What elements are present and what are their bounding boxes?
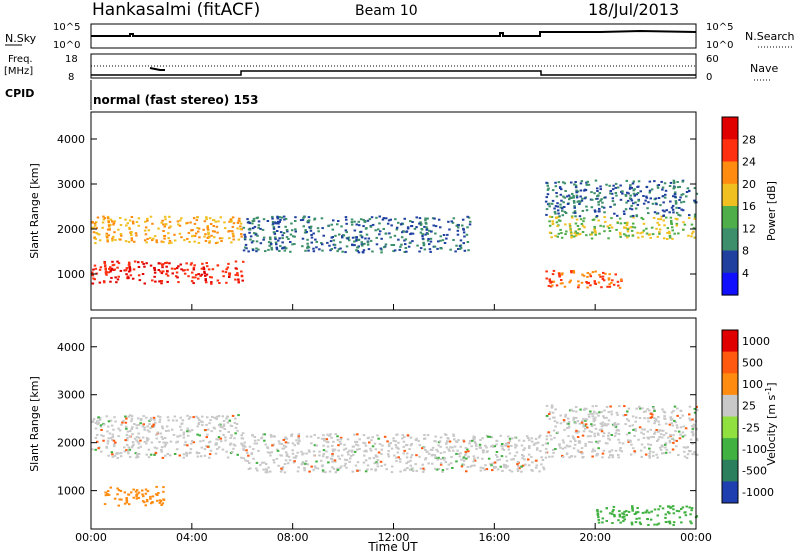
colorbar-tick-5: 24 <box>742 156 756 169</box>
colorbar-swatch-1 <box>722 139 738 163</box>
colorbar-tick-6: 28 <box>742 133 756 146</box>
noise-right-tick-bottom: 10^0 <box>706 40 733 51</box>
colorbar-swatch-6 <box>722 250 738 274</box>
band-1 <box>242 433 548 474</box>
colorbar-swatch-1 <box>722 351 738 374</box>
ytick-label-1: 2000 <box>57 437 85 450</box>
freq-right-tick-top: 60 <box>706 54 719 65</box>
ytick-label-2: 3000 <box>57 178 85 191</box>
colorbar-swatch-0 <box>722 330 738 353</box>
xtick-label-5: 20:00 <box>579 531 611 544</box>
colorbar-tick-0: 1000 <box>742 335 770 348</box>
ytick-label-1: 2000 <box>57 223 85 236</box>
colorbar-tick-5: -100 <box>742 443 767 456</box>
colorbar-tick-4: 20 <box>742 178 756 191</box>
xtick-label-0: 00:00 <box>75 531 107 544</box>
noise-panel: N.Sky 10^5 10^0 10^5 10^0 N.Search <box>5 22 795 51</box>
noise-left-label: N.Sky <box>5 32 37 45</box>
velocity-colorbar-label: Velocity [m s-1] <box>764 382 779 465</box>
noise-right-label: N.Search <box>745 30 795 43</box>
band-1 <box>91 215 243 245</box>
velocity-yticks: 1000 2000 3000 4000 <box>57 341 696 498</box>
colorbar-tick-0: 4 <box>742 267 749 280</box>
power-colorbar-label: Power [dB] <box>765 181 778 241</box>
velocity-data-layer <box>91 404 699 526</box>
colorbar-swatch-2 <box>722 373 738 396</box>
colorbar-tick-2: 12 <box>742 222 756 235</box>
colorbar-tick-3: 16 <box>742 200 756 213</box>
freq-left-tick-bottom: 8 <box>68 72 74 83</box>
ytick-label-3: 4000 <box>57 133 85 146</box>
x-axis: 00:00 04:00 08:00 12:00 16:00 20:00 00:00 <box>75 304 712 544</box>
ytick-label-0: 1000 <box>57 485 85 498</box>
noise-left-tick-bottom: 10^0 <box>53 40 80 51</box>
velocity-ylabel: Slant Range [km] <box>28 376 41 472</box>
colorbar-tick-4: -25 <box>742 421 760 434</box>
colorbar-tick-3: 25 <box>742 400 756 413</box>
freq-right-label: Nave <box>750 62 778 75</box>
freq-trace <box>91 70 696 76</box>
band-3 <box>548 215 697 240</box>
colorbar-swatch-2 <box>722 161 738 185</box>
noise-right-tick-top: 10^5 <box>706 22 733 33</box>
colorbar-swatch-7 <box>722 272 738 296</box>
power-ylabel: Slant Range [km] <box>28 163 41 259</box>
colorbar-swatch-6 <box>722 459 738 482</box>
xtick-label-1: 04:00 <box>176 531 208 544</box>
colorbar-swatch-7 <box>722 481 738 504</box>
band-2 <box>544 404 699 459</box>
velocity-colorbar: 1000 500 100 25 -25 -100 -500 -1000 <box>721 329 774 504</box>
cpid-label: CPID <box>5 87 34 100</box>
colorbar-swatch-5 <box>722 228 738 252</box>
colorbar-swatch-4 <box>722 206 738 229</box>
cpid-text: normal (fast stereo) 153 <box>93 93 259 107</box>
band-2 <box>242 215 472 254</box>
colorbar-tick-7: -1000 <box>742 486 774 499</box>
beam-title: Beam 10 <box>355 3 418 19</box>
band-0 <box>91 260 245 285</box>
xtick-label-6: 00:00 <box>680 531 712 544</box>
colorbar-swatch-5 <box>722 438 738 461</box>
station-title: Hankasalmi (fitACF) <box>92 0 260 20</box>
power-panel: 1000 2000 3000 4000 Slant Range [km] 4 8 12 16… <box>28 111 778 311</box>
noise-left-tick-top: 10^5 <box>53 22 80 33</box>
band-0 <box>91 414 245 459</box>
colorbar-tick-1: 500 <box>742 356 763 369</box>
x-axis-label: Time UT <box>367 540 418 554</box>
noise-sky-trace <box>91 29 697 37</box>
xtick-label-4: 16:00 <box>478 531 510 544</box>
colorbar-tick-1: 8 <box>742 245 749 258</box>
freq-left-tick-top: 18 <box>65 54 78 65</box>
colorbar-swatch-4 <box>722 416 738 439</box>
power-colorbar: 4 8 12 16 20 24 28 <box>721 116 756 296</box>
band-5 <box>544 179 699 218</box>
freq-panel: Freq. [MHz] 18 8 60 0 Nave <box>4 53 778 83</box>
freq-left-label-unit: [MHz] <box>4 66 33 77</box>
colorbar-swatch-3 <box>722 394 738 417</box>
band-4 <box>545 269 623 289</box>
freq-left-label-top: Freq. <box>8 54 33 65</box>
power-yticks: 1000 2000 3000 4000 <box>57 133 696 281</box>
velocity-panel: 1000 2000 3000 4000 Slant Range [km] 1000 50… <box>28 317 779 530</box>
freq-right-tick-bottom: 0 <box>706 72 712 83</box>
ytick-label-0: 1000 <box>57 268 85 281</box>
band-4 <box>596 505 699 526</box>
xtick-label-2: 08:00 <box>277 531 309 544</box>
ytick-label-3: 4000 <box>57 341 85 354</box>
ytick-label-2: 3000 <box>57 389 85 402</box>
colorbar-tick-6: -500 <box>742 465 767 478</box>
band-3 <box>103 485 166 507</box>
xtick-label-3: 12:00 <box>378 531 410 544</box>
power-data-layer <box>91 179 699 289</box>
colorbar-tick-2: 100 <box>742 378 763 391</box>
colorbar-swatch-3 <box>722 183 738 207</box>
colorbar-swatch-0 <box>722 117 738 140</box>
date-title: 18/Jul/2013 <box>588 0 679 19</box>
